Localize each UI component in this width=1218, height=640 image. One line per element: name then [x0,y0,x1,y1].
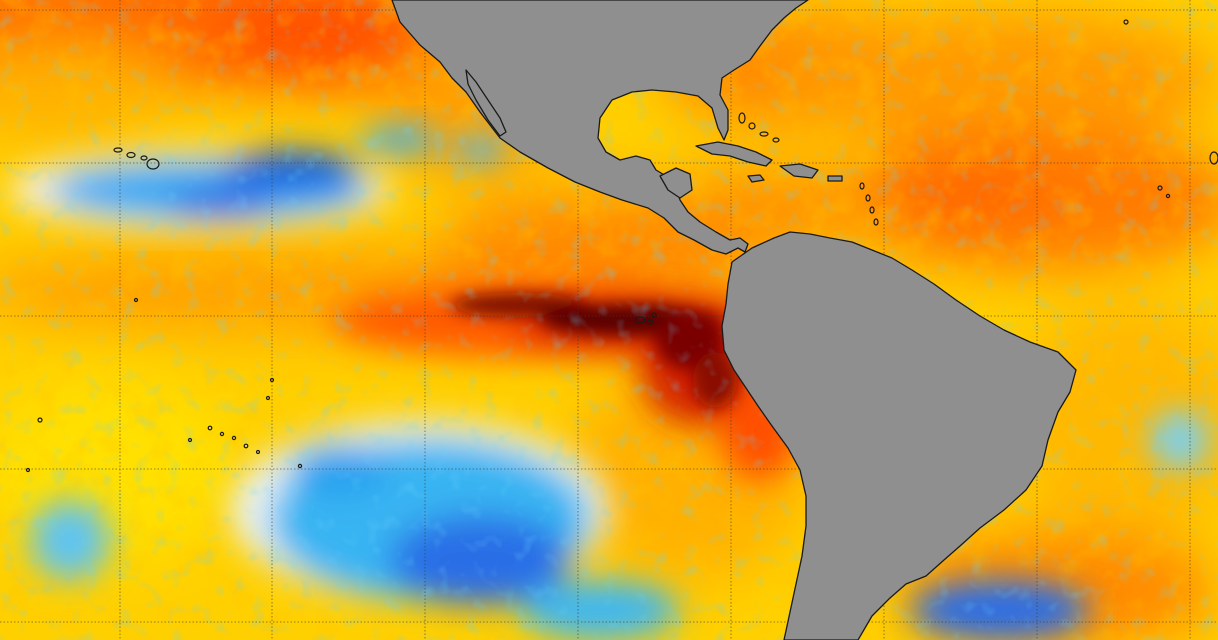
cuba [695,141,773,167]
bahamas [738,112,780,143]
polynesia-islands [25,297,303,473]
hispaniola [779,163,819,179]
land [391,0,1077,640]
lesser-antilles [859,182,879,226]
atlantic-islands [1123,19,1218,199]
baja-california [465,69,507,137]
south-america [721,231,1077,640]
hawaiian-islands [113,147,160,170]
jamaica [747,174,765,183]
yucatan [659,167,693,199]
puerto-rico [827,175,843,182]
islands [25,19,1218,473]
galapagos-islands [634,312,657,325]
